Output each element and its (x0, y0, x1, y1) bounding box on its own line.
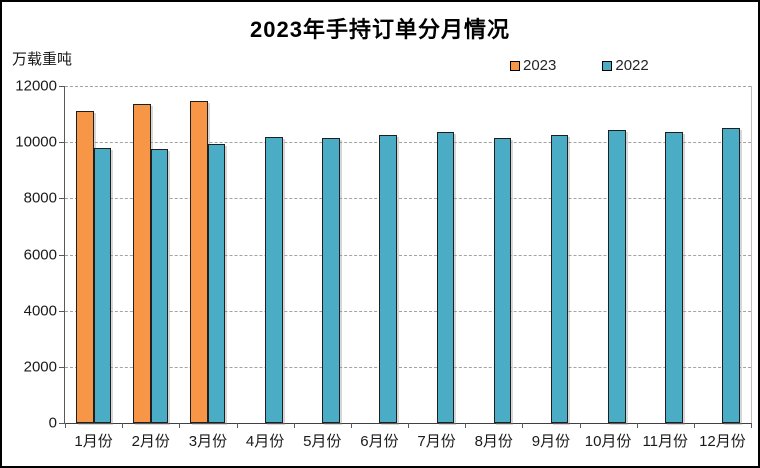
x-axis-label-12月份: 12月份 (699, 433, 746, 450)
x-axis-tick-11 (693, 423, 695, 428)
x-axis-tick-7 (465, 423, 467, 428)
gridline-2000 (65, 366, 751, 368)
x-axis-label-9月份: 9月份 (531, 433, 571, 450)
legend-item-2023: 2023 (510, 57, 556, 74)
gridline-6000 (65, 254, 751, 256)
x-axis-label-3月份: 3月份 (188, 433, 228, 450)
bar-2022-8月份 (493, 137, 512, 423)
x-axis-label-1月份: 1月份 (74, 433, 113, 450)
bar-2022-7月份 (436, 132, 455, 423)
gridline-4000 (65, 310, 751, 312)
x-axis-label-8月份: 8月份 (474, 433, 513, 450)
y-axis-tick-0 (59, 423, 65, 424)
x-axis-label-5月份: 5月份 (303, 433, 342, 450)
y-axis-label-6000: 6000 (23, 246, 57, 263)
bar-2022-10月份 (608, 130, 626, 423)
x-axis-tick-4 (293, 423, 295, 428)
legend-label-2022: 2022 (615, 57, 649, 74)
bar-2022-6月份 (379, 134, 397, 423)
legend-swatch-2023 (510, 60, 520, 71)
y-axis-tick-2000 (59, 366, 65, 368)
y-axis-label-2000: 2000 (23, 358, 57, 376)
y-axis-tick-4000 (59, 310, 65, 312)
x-axis-tick-5 (350, 423, 352, 428)
y-axis-label-8000: 8000 (23, 189, 57, 207)
x-axis-tick-2 (179, 423, 181, 428)
bar-2022-1月份 (93, 147, 112, 423)
x-axis-tick-9 (579, 423, 581, 428)
bar-2022-11月份 (665, 132, 683, 423)
x-axis-label-4月份: 4月份 (245, 433, 285, 450)
y-axis-tick-8000 (59, 198, 65, 200)
legend-swatch-2022 (602, 60, 613, 71)
gridline-10000 (65, 142, 751, 144)
x-axis-tick-10 (636, 423, 638, 428)
bar-2023-2月份 (133, 103, 151, 423)
x-axis-tick-6 (408, 423, 409, 428)
y-axis-tick-12000 (59, 86, 65, 87)
bar-2022-5月份 (322, 137, 340, 423)
bar-2022-2月份 (150, 149, 169, 423)
gridline-12000 (65, 86, 751, 87)
bar-2022-9月份 (550, 135, 569, 423)
legend-label-2023: 2023 (523, 57, 557, 74)
legend: 2023 2022 (510, 57, 649, 74)
plot-area: 0 2000 4000 6000 8000 10000 12000 1月份 2月份 3月份 4月份 5… (15, 78, 752, 450)
bar-2022-12月份 (722, 127, 740, 423)
y-axis-label-12000: 12000 (15, 77, 57, 95)
x-axis-tick-1 (122, 423, 124, 428)
x-axis-tick-12 (751, 423, 752, 428)
legend-item-2022: 2022 (602, 57, 649, 74)
x-axis-tick-0 (65, 423, 66, 428)
x-axis-tick-8 (522, 423, 524, 428)
x-axis-label-6月份: 6月份 (360, 433, 399, 450)
chart-title: 2023年手持订单分月情况 (250, 17, 510, 42)
x-axis-label-7月份: 7月份 (417, 433, 456, 450)
y-axis-label-0: 0 (48, 414, 57, 432)
bar-2022-3月份 (207, 144, 226, 423)
y-axis-label-10000: 10000 (15, 133, 57, 151)
y-axis-unit-label: 万载重吨 (12, 51, 73, 68)
bar-2023-1月份 (76, 111, 94, 423)
y-axis-label-4000: 4000 (23, 302, 57, 320)
x-axis-label-10月份: 10月份 (584, 433, 632, 450)
bar-2023-3月份 (190, 101, 208, 423)
x-axis-label-2月份: 2月份 (131, 433, 170, 450)
y-axis-tick-10000 (59, 142, 65, 144)
y-axis-tick-6000 (59, 254, 65, 256)
bar-2022-4月份 (265, 136, 283, 423)
x-axis-label-11月份: 11月份 (642, 433, 689, 450)
x-axis-tick-3 (236, 423, 238, 428)
gridline-8000 (65, 198, 751, 200)
